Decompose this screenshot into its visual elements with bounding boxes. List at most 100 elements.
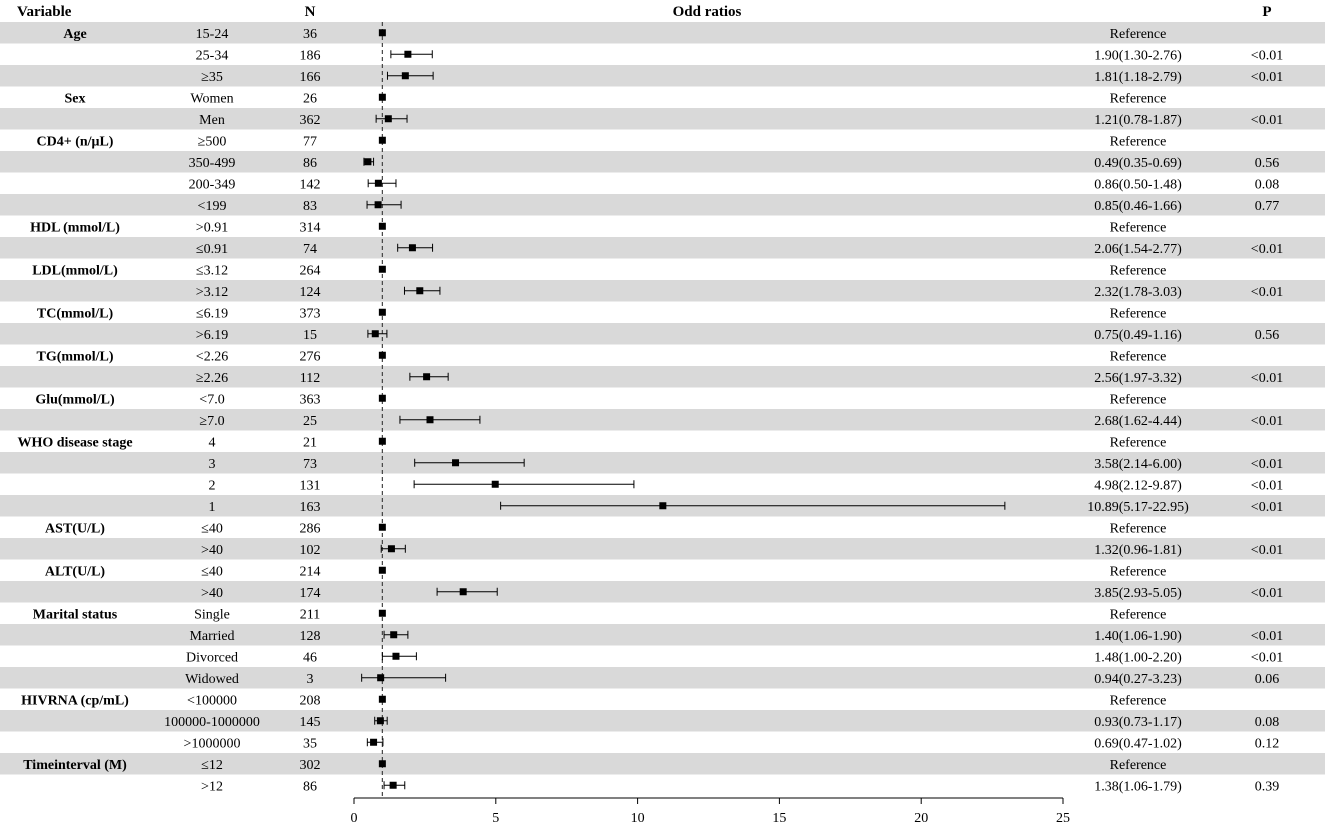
level-label: >3.12 (196, 285, 228, 300)
level-label: Men (199, 113, 225, 128)
level-label: ≥35 (201, 70, 223, 85)
level-label: Divorced (186, 650, 238, 665)
point-estimate (378, 136, 386, 144)
n-value: 74 (303, 242, 317, 257)
point-estimate (378, 351, 386, 359)
level-label: Women (190, 91, 233, 106)
row-band (0, 710, 1325, 732)
level-label: 2 (209, 478, 216, 493)
tick-label: 0 (351, 811, 358, 826)
row-band (0, 194, 1325, 216)
point-estimate (378, 93, 386, 101)
column-headers: Variable N Odd ratios P (17, 4, 1272, 20)
p-value: <0.01 (1251, 457, 1283, 472)
p-value: 0.56 (1255, 156, 1280, 171)
point-estimate (378, 265, 386, 273)
variable-label: Sex (65, 91, 86, 106)
n-value: 211 (300, 607, 320, 622)
p-value: <0.01 (1251, 113, 1283, 128)
odds-ratio-label: Reference (1110, 758, 1167, 773)
variable-label: Timeinterval (M) (23, 758, 127, 773)
n-value: 25 (303, 414, 317, 429)
odds-ratio-label: 0.75(0.49-1.16) (1094, 328, 1182, 343)
p-value: 0.77 (1255, 199, 1280, 214)
odds-ratio-label: Reference (1110, 263, 1167, 278)
point-estimate (423, 373, 431, 381)
odds-ratio-label: Reference (1110, 607, 1167, 622)
odds-ratio-label: Reference (1110, 564, 1167, 579)
n-value: 174 (300, 586, 321, 601)
n-value: 208 (300, 693, 321, 708)
odds-ratio-label: 0.49(0.35-0.69) (1094, 156, 1182, 171)
n-value: 302 (300, 758, 321, 773)
n-value: 166 (300, 70, 321, 85)
point-estimate (378, 29, 386, 37)
p-value: <0.01 (1251, 586, 1283, 601)
point-estimate (491, 480, 499, 488)
odds-ratio-label: 0.94(0.27-3.23) (1094, 672, 1182, 687)
tick-label: 15 (772, 811, 786, 826)
odds-ratio-label: Reference (1110, 435, 1167, 450)
level-label: 3 (209, 457, 216, 472)
p-value: <0.01 (1251, 242, 1283, 257)
p-value: <0.01 (1251, 650, 1283, 665)
level-label: ≥7.0 (199, 414, 224, 429)
odds-ratio-label: 0.86(0.50-1.48) (1094, 177, 1182, 192)
variable-label: Age (63, 27, 86, 42)
level-label: 200-349 (189, 177, 236, 192)
level-label: ≤3.12 (196, 263, 228, 278)
n-value: 128 (300, 629, 321, 644)
level-label: Widowed (185, 672, 239, 687)
level-label: >0.91 (196, 220, 228, 235)
odds-ratio-label: 1.90(1.30-2.76) (1094, 48, 1182, 63)
odds-ratio-label: 0.69(0.47-1.02) (1094, 736, 1182, 751)
level-label: ≥2.26 (196, 371, 228, 386)
level-label: 15-24 (196, 27, 229, 42)
level-label: <199 (198, 199, 227, 214)
point-estimate (404, 50, 412, 58)
odds-ratio-label: Reference (1110, 91, 1167, 106)
tick-label: 25 (1056, 811, 1070, 826)
p-value: <0.01 (1251, 70, 1283, 85)
point-estimate (384, 115, 392, 123)
point-estimate (378, 609, 386, 617)
row-band (0, 538, 1325, 560)
n-value: 77 (303, 134, 317, 149)
point-estimate (659, 502, 667, 510)
tick-label: 5 (492, 811, 499, 826)
n-value: 276 (300, 349, 321, 364)
point-estimate (378, 394, 386, 402)
level-label: >40 (201, 543, 223, 558)
point-estimate (416, 287, 424, 295)
p-value: 0.06 (1255, 672, 1280, 687)
row-band (0, 151, 1325, 173)
point-estimate (377, 674, 385, 682)
n-value: 86 (303, 156, 317, 171)
odds-ratio-label: 2.68(1.62-4.44) (1094, 414, 1182, 429)
row-bands (0, 22, 1325, 775)
row-band (0, 366, 1325, 388)
p-value: <0.01 (1251, 414, 1283, 429)
variable-label: CD4+ (n/μL) (37, 134, 114, 149)
point-estimate (408, 244, 416, 252)
row-band (0, 323, 1325, 345)
variable-label: HDL (mmol/L) (30, 220, 120, 235)
n-value: 373 (300, 306, 321, 321)
n-value: 124 (300, 285, 321, 300)
odds-ratio-label: 1.81(1.18-2.79) (1094, 70, 1182, 85)
p-value: <0.01 (1251, 629, 1283, 644)
level-label: <100000 (187, 693, 237, 708)
header-variable: Variable (17, 4, 72, 20)
level-label: ≤40 (201, 564, 223, 579)
p-value: <0.01 (1251, 500, 1283, 515)
n-value: 142 (300, 177, 321, 192)
variable-label: HIVRNA (cp/mL) (21, 693, 129, 708)
point-estimate (378, 437, 386, 445)
n-value: 286 (300, 521, 321, 536)
point-estimate (364, 158, 372, 166)
n-value: 36 (303, 27, 317, 42)
point-estimate (371, 330, 379, 338)
variable-label: AST(U/L) (45, 521, 105, 536)
n-value: 35 (303, 736, 317, 751)
n-value: 15 (303, 328, 317, 343)
